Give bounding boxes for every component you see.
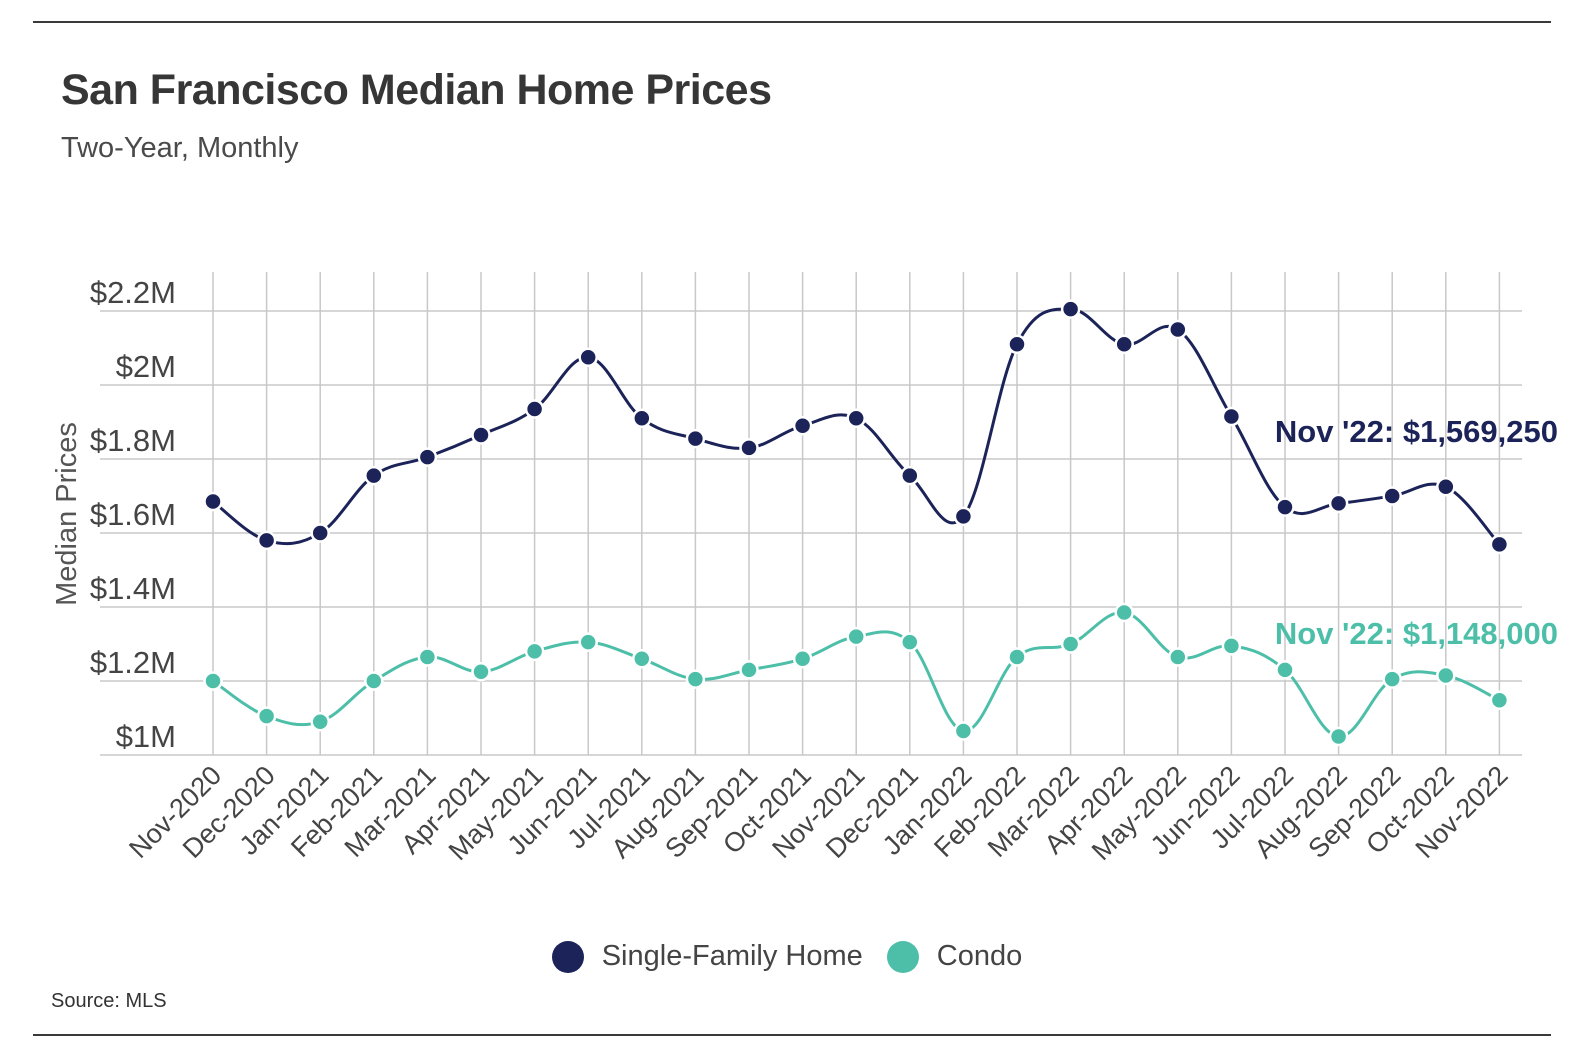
y-tick-label: $1.6M — [90, 497, 176, 532]
y-tick-label: $2M — [116, 349, 176, 384]
single-family-point[interactable] — [792, 415, 813, 436]
y-tick-label: $1.4M — [90, 571, 176, 606]
single-family-point[interactable] — [1221, 406, 1242, 427]
single-family-point[interactable] — [471, 425, 491, 445]
condo-point[interactable] — [417, 647, 438, 667]
condo-annotation: Nov '22: $1,148,000 — [1275, 616, 1558, 651]
single-family-point[interactable] — [203, 491, 223, 512]
y-tick-label: $2.2M — [90, 275, 176, 310]
single-family-point[interactable] — [846, 408, 866, 429]
y-tick-label: $1M — [116, 719, 176, 754]
y-axis-label: Median Prices — [51, 422, 83, 606]
condo-point[interactable] — [1007, 647, 1027, 667]
condo-point[interactable] — [1114, 602, 1134, 623]
x-axis-ticks: Nov-2020Dec-2020Jan-2021Feb-2021Mar-2021… — [123, 760, 1513, 866]
single-family-point[interactable] — [1168, 319, 1188, 340]
single-family-point[interactable] — [524, 399, 545, 419]
condo-swatch-icon — [886, 940, 919, 973]
condo-point[interactable] — [1060, 634, 1081, 654]
condo-point[interactable] — [203, 671, 223, 691]
chart-title: San Francisco Median Home Prices — [61, 66, 772, 114]
condo-point[interactable] — [1221, 636, 1242, 656]
condo-point[interactable] — [1328, 726, 1349, 747]
single-family-point[interactable] — [739, 438, 759, 458]
condo-point[interactable] — [685, 669, 706, 689]
single-family-point[interactable] — [1328, 493, 1349, 514]
single-family-point[interactable] — [900, 465, 920, 486]
single-family-point[interactable] — [417, 447, 438, 467]
single-family-swatch-icon — [551, 940, 584, 973]
single-family-point[interactable] — [1275, 497, 1295, 517]
condo-point[interactable] — [846, 626, 866, 647]
legend-label-condo: Condo — [936, 940, 1023, 972]
single-family-point[interactable] — [685, 428, 706, 449]
legend-item-condo[interactable]: Condo — [886, 940, 1023, 973]
condo-point[interactable] — [256, 706, 277, 726]
single-family-point[interactable] — [1060, 299, 1081, 319]
legend: Single-Family Home Condo — [0, 940, 1574, 973]
y-tick-label: $1.2M — [90, 645, 176, 680]
single-family-point[interactable] — [1436, 477, 1456, 497]
single-family-annotation: Nov '22: $1,569,250 — [1275, 414, 1558, 449]
single-family-point[interactable] — [256, 530, 277, 551]
legend-item-single-family[interactable]: Single-Family Home — [551, 940, 863, 973]
chart-subtitle: Two-Year, Monthly — [61, 132, 299, 164]
condo-point[interactable] — [1275, 660, 1295, 680]
single-family-point[interactable] — [632, 408, 652, 429]
single-family-point[interactable] — [578, 347, 598, 367]
single-family-point[interactable] — [1114, 334, 1134, 355]
single-family-point[interactable] — [1489, 534, 1510, 555]
condo-point[interactable] — [739, 660, 759, 680]
condo-point[interactable] — [310, 711, 330, 732]
single-family-point[interactable] — [953, 506, 974, 527]
condo-point[interactable] — [792, 649, 813, 669]
condo-point[interactable] — [900, 632, 920, 652]
condo-point[interactable] — [632, 649, 652, 669]
condo-point[interactable] — [524, 641, 545, 662]
y-axis-ticks: $1M $1.2M $1.4M $1.6M $1.8M $2M $2.2M — [90, 275, 176, 754]
single-family-point[interactable] — [1007, 334, 1027, 355]
condo-point[interactable] — [1382, 669, 1402, 689]
series — [203, 299, 1510, 747]
condo-point[interactable] — [953, 721, 974, 741]
single-family-point[interactable] — [310, 523, 330, 543]
bottom-rule — [33, 1034, 1551, 1036]
top-rule — [33, 21, 1551, 23]
y-tick-label: $1.8M — [90, 423, 176, 458]
condo-point[interactable] — [1436, 665, 1456, 686]
condo-point[interactable] — [1489, 690, 1510, 710]
condo-point[interactable] — [364, 671, 384, 691]
single-family-point[interactable] — [1382, 486, 1402, 506]
condo-point[interactable] — [578, 632, 598, 652]
legend-label-single-family: Single-Family Home — [601, 940, 863, 972]
condo-point[interactable] — [471, 662, 491, 682]
grid — [100, 272, 1522, 756]
single-family-point[interactable] — [364, 465, 384, 486]
source-note: Source: MLS — [51, 990, 167, 1012]
condo-point[interactable] — [1168, 647, 1188, 667]
